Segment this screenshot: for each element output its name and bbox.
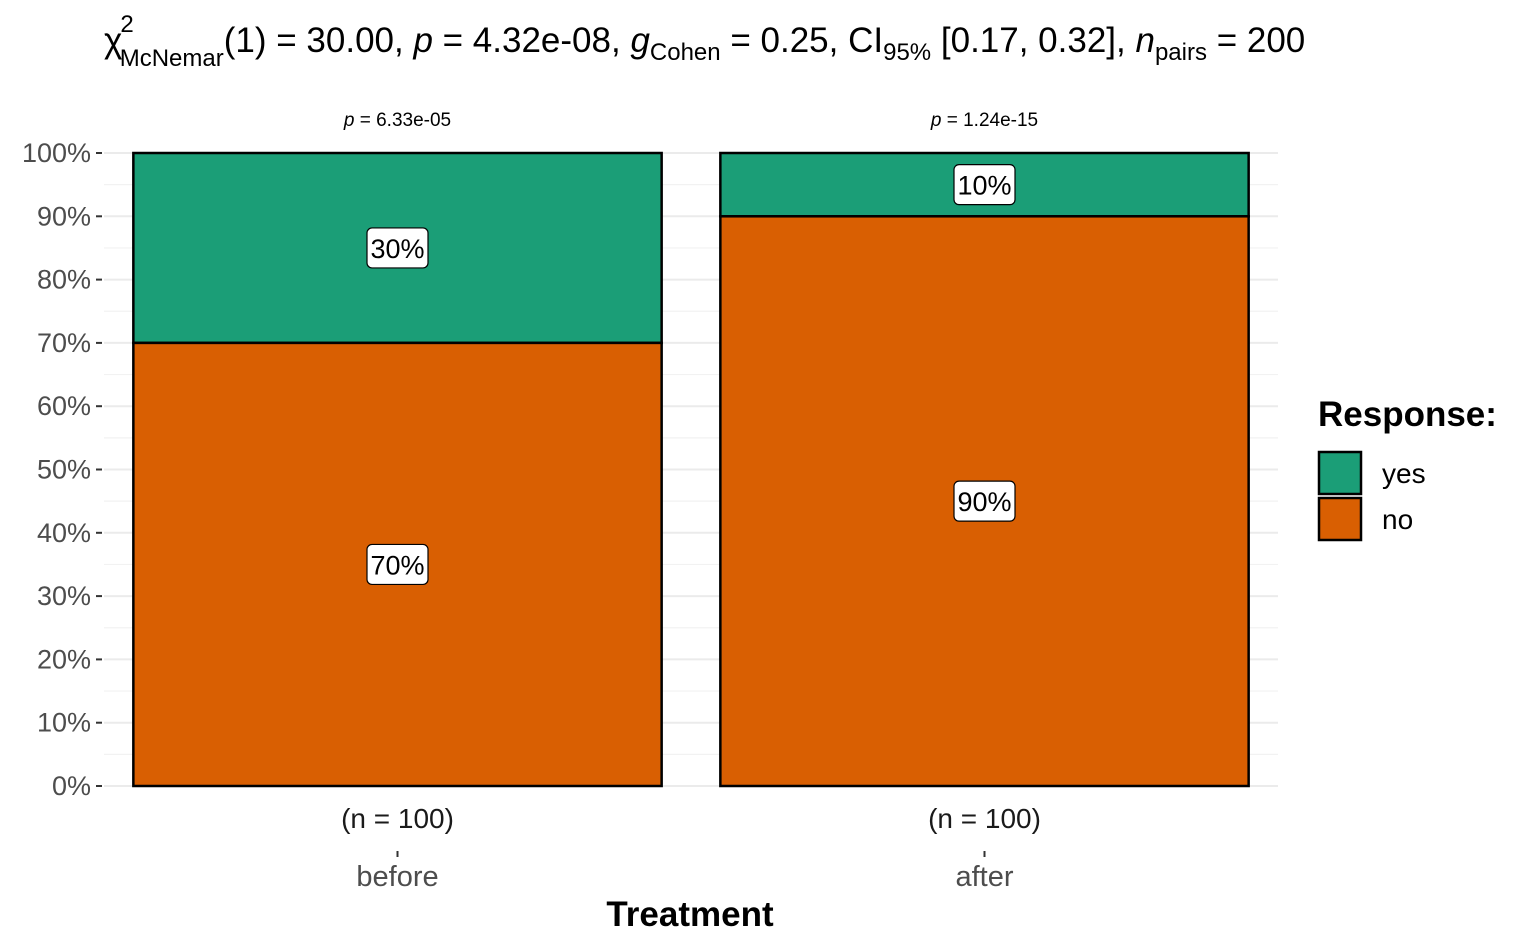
p-value-label: p = 1.24e-15 [930,110,1038,131]
y-axis: 0% 10% 20% 30% 40% 50% 60% 70% 80% 90% 100% [22,138,102,801]
legend-swatch-yes [1317,450,1363,496]
bar-label-box [953,164,1016,206]
y-tick-label: 10% [37,708,91,738]
y-tick-label: 50% [37,455,91,485]
legend-swatch-no [1317,496,1363,542]
legend: Response: yes no [1317,395,1497,542]
y-tick-label: 30% [37,581,91,611]
y-tick-label: 0% [52,771,91,801]
y-tick-label: 60% [37,391,91,421]
n-count-label: (n = 100) [341,803,454,834]
bar-label-box [366,227,429,269]
y-tick-label: 80% [37,265,91,295]
x-tick-label: after [955,861,1013,893]
n-count-label: (n = 100) [928,803,1041,834]
chart-title: χ2 McNemar(1) = 30.00, p = 4.32e-08, gCoh… [104,11,1305,72]
bar-label-box [953,480,1016,522]
x-tick-label: before [356,861,438,893]
bar-label: 90% [957,487,1011,517]
x-axis: p = 6.33e-05 (n = 100) before p = 1.24e-15 (… [341,110,1041,893]
legend-label-no: no [1382,504,1413,535]
legend-label-yes: yes [1382,458,1426,489]
bar-label: 10% [957,171,1011,201]
bar-label-box [366,543,429,586]
bars: 30% 70% 10% 90% [132,151,1250,788]
x-axis-title: Treatment [606,895,774,934]
p-value-label: p = 6.33e-05 [343,110,451,131]
y-tick-label: 20% [37,644,91,674]
bar-label: 70% [370,550,424,580]
y-tick-label: 40% [37,518,91,548]
y-tick-label: 70% [37,328,91,358]
y-tick-label: 100% [22,138,91,168]
y-tick-label: 90% [37,201,91,231]
bar-label: 30% [370,234,424,264]
legend-title: Response: [1318,395,1497,434]
